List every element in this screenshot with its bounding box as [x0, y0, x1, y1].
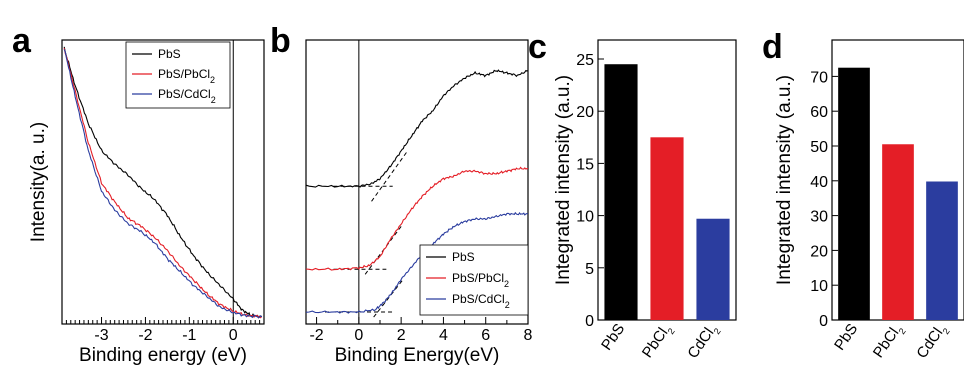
panel-d-ytick-label: 70: [810, 69, 828, 86]
panel-a-xtick-label: -3: [94, 327, 108, 344]
panel-b-frame: [305, 39, 529, 325]
panel-a-legend-label: PbS/PbCl2: [158, 67, 215, 85]
panel-d-ytick-label: 50: [810, 139, 828, 156]
panel-b-xtick-label: -2: [309, 327, 323, 344]
panel-b-xtick-label: 0: [354, 327, 363, 344]
panel-d-category-label: PbCl2: [870, 321, 908, 363]
panel-c-ytick-label: 20: [576, 104, 594, 121]
panel-c-bar-pbcl: [650, 137, 684, 320]
panel-b-xtick-label: 2: [397, 327, 406, 344]
panel-d-ytick-label: 10: [810, 278, 828, 295]
panel-b-xtick-label: 6: [481, 327, 490, 344]
panel-d-bar-cdcl: [926, 181, 958, 320]
panel-a-legend-label: PbS: [158, 47, 181, 61]
panel-a-chart: Binding energy (eV) Intensity(a. u.) -3 -…: [28, 39, 265, 366]
panel-b-legend-box: [419, 244, 529, 316]
panel-c-category-label: PbCl2: [639, 321, 677, 363]
panel-letter-a: a: [12, 22, 32, 60]
panel-d-bar-pbs: [838, 67, 870, 320]
panel-a-xlabel: Binding energy (eV): [79, 345, 247, 366]
panel-a-xtick-label: 0: [229, 327, 238, 344]
panel-a-legend-box: [125, 41, 231, 109]
panel-d-ytick-label: 20: [810, 243, 828, 260]
panel-d-ytick-label: 0: [819, 313, 828, 330]
panel-d-category-label: PbS: [831, 321, 861, 354]
panel-letter-d: d: [762, 28, 783, 66]
panel-d-ytick-label: 40: [810, 174, 828, 191]
panel-b-chart: Binding Energy(eV) -2 0 2 4 6 8 PbS PbS/PbCl2 Pb…: [305, 39, 533, 366]
panel-b-series-2: [305, 211, 529, 314]
panel-d-category-label: CdCl2: [913, 321, 951, 364]
panel-b-legend-label: PbS: [452, 250, 475, 264]
panel-b-tangent-fit: [371, 150, 408, 202]
panel-c-category-label: PbS: [598, 321, 628, 354]
panel-b-series-1: [305, 166, 528, 271]
panel-a-ylabel: Intensity(a. u.): [28, 122, 49, 242]
panel-letter-c: c: [528, 28, 547, 66]
panel-b-xtick-label: 4: [439, 327, 448, 344]
panel-c-ytick-label: 0: [585, 313, 594, 330]
panel-d-ytick-label: 30: [810, 209, 828, 226]
panel-a-xtick-label: -2: [138, 327, 152, 344]
panel-c-ylabel: Integrated intensity (a.u.): [553, 75, 574, 285]
panel-b-tangent-fit: [373, 278, 404, 318]
panel-b-legend-label: PbS/CdCl2: [452, 292, 510, 310]
panel-c-ytick-label: 5: [585, 261, 594, 278]
panel-c-ytick-label: 25: [576, 52, 594, 69]
panel-c-chart: Integrated intensity (a.u.) 0 5 10 15 20 25 Pb…: [553, 39, 737, 364]
panel-a-legend-label: PbS/CdCl2: [158, 87, 216, 105]
panel-a-xtick-label: -1: [182, 327, 196, 344]
panel-c-category-label: CdCl2: [684, 321, 722, 364]
panel-b-legend-label: PbS/PbCl2: [452, 271, 509, 289]
panel-c-ytick-label: 10: [576, 209, 594, 226]
panel-a-series-1: [63, 47, 263, 319]
panel-a-series-2: [63, 49, 263, 319]
panel-b-series-0: [305, 69, 529, 188]
panel-d-ylabel: Integrated intensity (a.u.): [774, 75, 795, 285]
panel-c-bar-pbs: [604, 64, 638, 320]
panel-letter-b: b: [270, 22, 291, 60]
panel-b-xtick-label: 8: [524, 327, 533, 344]
panel-a-series-0: [63, 46, 263, 319]
panel-d-ytick-label: 60: [810, 104, 828, 121]
panel-c-bar-cdcl: [696, 218, 730, 320]
panel-d-chart: Integrated intensity (a.u.) 0 10 20 30 40 50 6…: [774, 39, 964, 364]
panel-d-bar-pbcl: [882, 144, 914, 320]
panel-b-xlabel: Binding Energy(eV): [335, 345, 500, 366]
panel-c-ytick-label: 15: [576, 156, 594, 173]
